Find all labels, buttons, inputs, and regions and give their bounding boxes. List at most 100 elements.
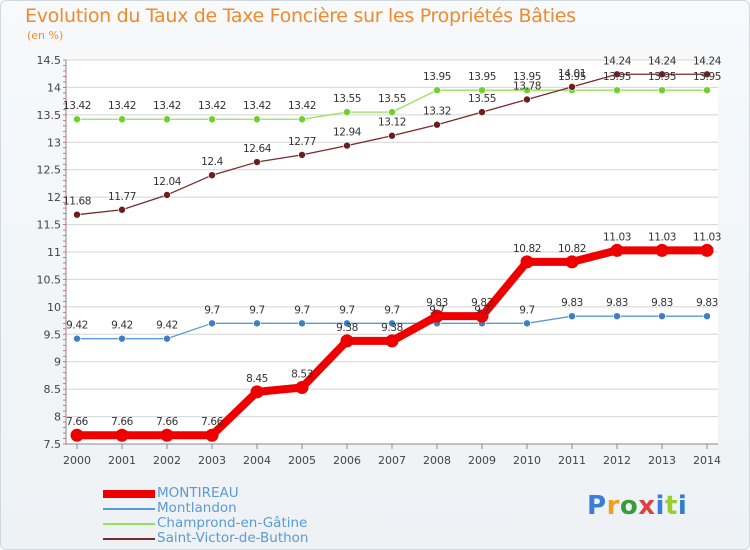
chart-title: Evolution du Taux de Taxe Foncière sur l… xyxy=(25,5,576,27)
x-tick-label: 2003 xyxy=(198,454,226,467)
series-point-2 xyxy=(478,86,486,94)
y-tick-label: 13 xyxy=(47,136,61,149)
data-label: 9.7 xyxy=(429,304,445,316)
x-tick-label: 2011 xyxy=(558,454,586,467)
data-label: 8.53 xyxy=(291,368,313,380)
series-point-3 xyxy=(253,158,261,166)
legend-swatch-montlandon xyxy=(103,508,155,510)
y-tick-label: 11 xyxy=(47,246,61,259)
series-point-2 xyxy=(163,115,171,124)
series-point-0 xyxy=(520,255,534,269)
data-label: 9.83 xyxy=(561,297,583,309)
series-point-2 xyxy=(73,115,81,124)
x-tick-label: 2000 xyxy=(63,454,91,467)
data-label: 12.94 xyxy=(333,127,362,139)
data-label: 9.38 xyxy=(381,322,403,334)
data-label: 9.83 xyxy=(606,297,628,309)
series-point-1 xyxy=(298,319,306,328)
series-point-3 xyxy=(613,70,621,79)
legend-label-montlandon: Montlandon xyxy=(157,500,237,516)
logo-letter: i xyxy=(677,491,688,521)
series-point-1 xyxy=(703,312,711,320)
series-point-3 xyxy=(433,120,441,129)
series-point-1 xyxy=(658,312,666,320)
data-label: 7.66 xyxy=(66,416,88,428)
data-label: 11.03 xyxy=(693,231,721,243)
legend-swatch-montireau xyxy=(103,490,155,498)
series-point-2 xyxy=(118,115,126,124)
data-label: 13.32 xyxy=(423,106,451,118)
data-label: 12.4 xyxy=(201,156,223,168)
series-point-2 xyxy=(388,108,396,116)
series-point-3 xyxy=(703,70,711,79)
series-point-0 xyxy=(430,309,444,323)
y-tick-label: 8 xyxy=(54,411,61,424)
series-point-0 xyxy=(70,428,84,442)
y-tick-label: 12 xyxy=(47,191,61,204)
data-label: 11.03 xyxy=(648,231,676,243)
data-label: 13.55 xyxy=(378,93,406,105)
series-point-2 xyxy=(343,108,351,116)
logo-letter: P xyxy=(587,491,607,521)
y-tick-label: 9.5 xyxy=(44,328,62,341)
y-tick-label: 10.5 xyxy=(37,273,62,286)
data-label: 9.42 xyxy=(66,320,88,332)
data-label: 13.95 xyxy=(558,71,586,83)
data-label: 13.42 xyxy=(198,100,226,112)
data-label: 11.68 xyxy=(63,196,91,208)
y-tick-label: 7.5 xyxy=(44,438,62,451)
data-label: 7.66 xyxy=(201,416,223,428)
series-point-1 xyxy=(388,319,396,328)
y-tick-label: 8.5 xyxy=(44,383,62,396)
series-lines xyxy=(70,70,714,442)
x-tick-label: 2001 xyxy=(108,454,136,467)
y-tick-label: 12.5 xyxy=(37,164,62,177)
series-point-1 xyxy=(343,319,351,328)
series-point-3 xyxy=(523,95,531,104)
x-tick-label: 2007 xyxy=(378,454,406,467)
series-point-2 xyxy=(523,86,531,94)
data-label: 12.64 xyxy=(243,143,272,155)
series-point-3 xyxy=(478,108,486,116)
x-tick-label: 2005 xyxy=(288,454,316,467)
data-label: 9.7 xyxy=(249,304,265,316)
data-label: 7.66 xyxy=(156,416,178,428)
series-point-0 xyxy=(295,380,309,394)
data-label: 9.7 xyxy=(294,304,310,316)
logo-letter: o xyxy=(619,491,639,521)
data-label: 13.42 xyxy=(63,100,91,112)
series-point-3 xyxy=(298,151,306,159)
data-label: 9.42 xyxy=(111,320,133,332)
data-label: 9.83 xyxy=(696,297,718,309)
series-point-0 xyxy=(565,255,579,269)
data-label: 13.78 xyxy=(513,80,541,92)
data-label: 14.24 xyxy=(648,55,677,67)
series-point-1 xyxy=(208,319,216,328)
data-label: 13.42 xyxy=(153,100,181,112)
y-tick-label: 13.5 xyxy=(37,109,62,122)
data-labels: 7.66 7.66 7.66 7.66 8.45 8.53 9.38 9.38 9.83 9.83… xyxy=(63,55,722,428)
data-label: 10.82 xyxy=(558,243,586,255)
series-point-2 xyxy=(433,86,441,94)
data-label: 9.7 xyxy=(339,304,355,316)
series-point-2 xyxy=(253,115,261,124)
y-tick-label: 14 xyxy=(47,81,61,94)
data-label: 13.42 xyxy=(243,100,271,112)
x-tick-label: 2006 xyxy=(333,454,361,467)
data-label: 8.45 xyxy=(246,373,268,385)
x-tick-label: 2002 xyxy=(153,454,181,467)
data-label: 12.77 xyxy=(288,136,316,148)
series-point-2 xyxy=(703,86,711,94)
legend-label-montireau: MONTIREAU xyxy=(157,485,239,501)
series-point-2 xyxy=(208,115,216,124)
series-point-1 xyxy=(73,334,81,343)
x-tick-label: 2009 xyxy=(468,454,496,467)
series-point-1 xyxy=(523,319,531,328)
x-tick-label: 2004 xyxy=(243,454,271,467)
series-point-1 xyxy=(613,312,621,320)
x-tick-label: 2012 xyxy=(603,454,631,467)
series-point-3 xyxy=(73,210,81,219)
data-label: 11.77 xyxy=(108,191,136,203)
legend-label-champrond: Champrond-en-Gâtine xyxy=(157,515,308,531)
